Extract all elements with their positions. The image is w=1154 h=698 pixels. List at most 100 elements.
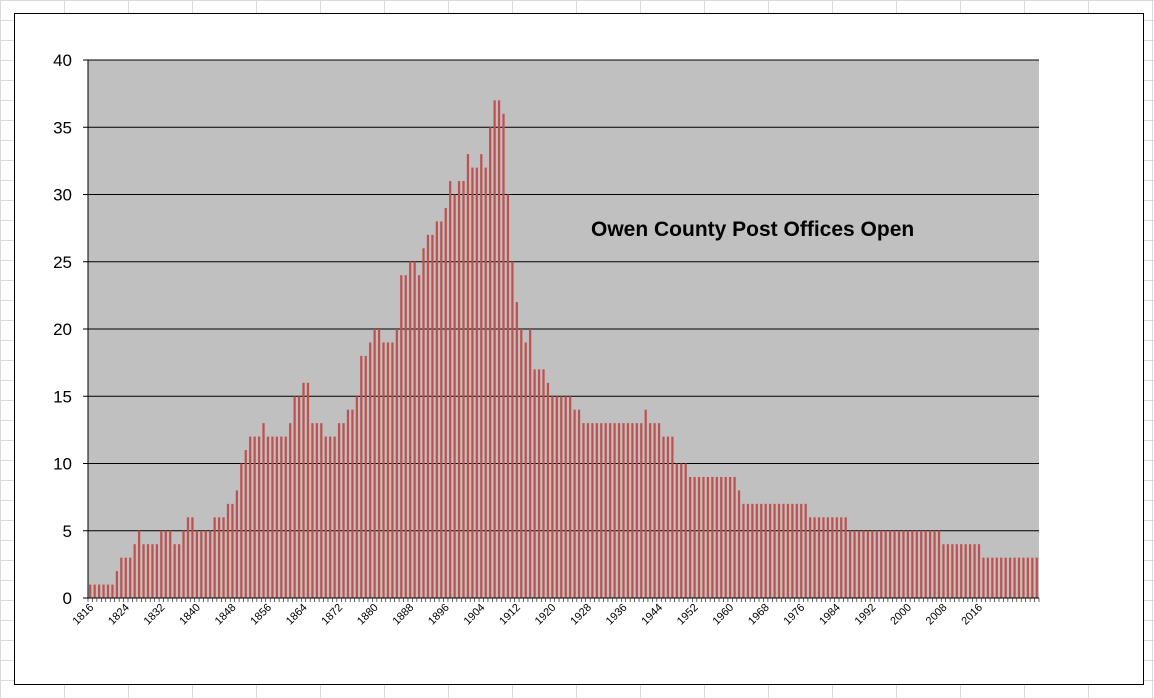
bar (266, 436, 270, 598)
bar (320, 423, 323, 598)
x-tick-label: 1944 (639, 602, 665, 628)
x-tick-label: 1928 (568, 602, 594, 628)
bar (449, 181, 452, 599)
bar (1017, 557, 1021, 598)
bar (871, 530, 874, 598)
bar (395, 329, 398, 598)
bar (631, 423, 634, 598)
bar (515, 302, 518, 598)
bar (666, 436, 670, 598)
bar (346, 409, 350, 598)
bar (893, 530, 896, 598)
x-tick-label: 1968 (746, 602, 772, 628)
bar (417, 275, 421, 598)
bar (791, 503, 794, 598)
x-tick-label: 2016 (959, 602, 985, 628)
bar (777, 503, 781, 598)
bar (377, 329, 381, 598)
bar (595, 423, 598, 598)
y-axis: 0 5 10 15 20 25 30 35 40 (53, 51, 89, 608)
bar (191, 517, 194, 598)
bar (262, 423, 265, 598)
bar (786, 503, 790, 598)
bar (155, 544, 158, 598)
bar (111, 584, 114, 598)
bar (1013, 557, 1016, 598)
bar (942, 544, 945, 598)
bar (524, 342, 527, 598)
bar (929, 530, 932, 598)
bar (271, 436, 274, 598)
bar (649, 423, 652, 598)
bar (289, 423, 292, 598)
bar (795, 503, 798, 598)
bar (106, 584, 110, 598)
bar (231, 503, 234, 598)
bar (755, 503, 758, 598)
bar (613, 423, 616, 598)
bar (529, 329, 532, 598)
y-tick-label: 40 (53, 51, 72, 70)
bar (275, 436, 278, 598)
x-tick-label: 1824 (106, 602, 132, 628)
bar (733, 476, 736, 598)
bar (680, 463, 683, 598)
bar (769, 503, 772, 598)
x-axis: 1816 1824 1832 1840 1848 1856 1864 1872 1880 1888… (71, 597, 1040, 628)
bar (964, 544, 967, 598)
bar (849, 530, 852, 598)
x-tick-label: 1856 (248, 602, 274, 628)
bar (889, 530, 892, 598)
bar (995, 557, 998, 598)
bar (764, 503, 767, 598)
bar (822, 517, 825, 598)
bar (542, 369, 545, 598)
x-tick-label: 1832 (142, 602, 168, 628)
bar (471, 167, 474, 598)
bar (911, 530, 914, 598)
y-tick-label: 5 (63, 522, 72, 541)
bar (369, 342, 372, 598)
bar (89, 584, 92, 598)
bar (555, 396, 558, 598)
y-tick-label: 25 (53, 253, 72, 272)
bar (480, 154, 483, 598)
bar (560, 396, 563, 598)
x-tick-label: 2008 (924, 602, 950, 628)
bar (684, 463, 687, 598)
bar (969, 544, 972, 598)
bar (360, 355, 363, 598)
bar (973, 544, 976, 598)
bar (729, 476, 732, 598)
y-tick-label: 15 (53, 387, 72, 406)
bar (293, 396, 296, 598)
bar (457, 181, 461, 599)
bar (351, 409, 354, 598)
bar (862, 530, 865, 598)
bar (337, 423, 341, 598)
bars (89, 100, 1038, 599)
bar (400, 275, 403, 598)
bar (817, 517, 821, 598)
bar (249, 436, 252, 598)
y-tick-label: 35 (53, 118, 72, 137)
bar (902, 530, 905, 598)
bar (715, 476, 718, 598)
bar (342, 423, 345, 598)
bar (875, 530, 878, 598)
bar (831, 517, 834, 598)
x-tick-label: 1960 (710, 602, 736, 628)
x-tick-label: 1864 (284, 602, 310, 628)
bar (809, 517, 812, 598)
bar (897, 530, 901, 598)
bar (302, 382, 305, 598)
bar (137, 530, 141, 598)
bar (662, 436, 665, 598)
bar (173, 544, 176, 598)
bar (737, 490, 741, 598)
bar (382, 342, 385, 598)
bar (573, 409, 576, 598)
bar (222, 517, 225, 598)
bar (404, 275, 407, 598)
bar (520, 329, 523, 598)
